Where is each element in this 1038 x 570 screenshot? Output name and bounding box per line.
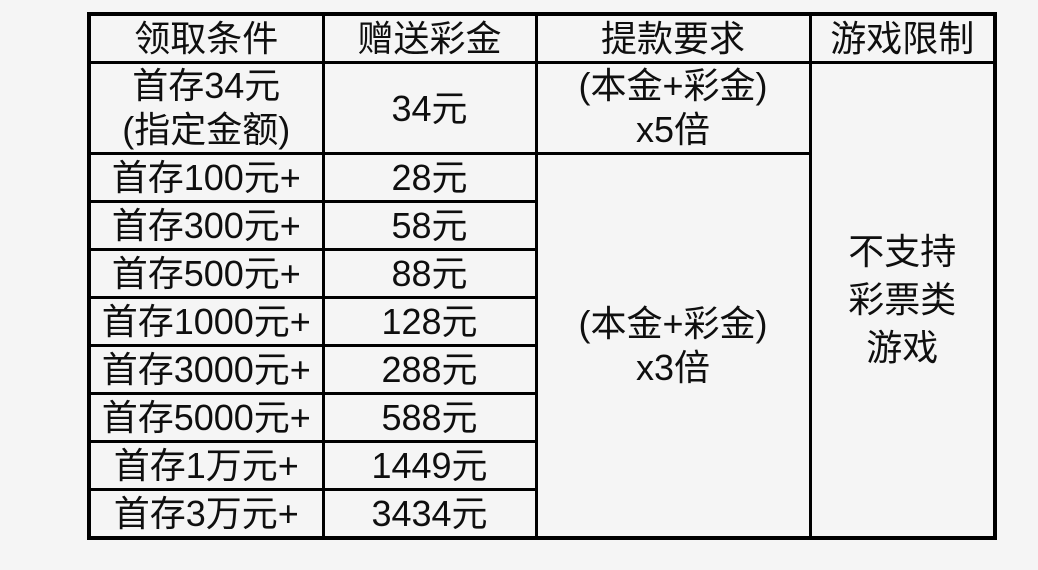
claim-condition-cell: 首存300元+ [87,200,325,251]
restriction-line: 彩票类 [848,279,957,320]
game-restriction-cell: 不支持 彩票类 游戏 [808,61,997,540]
claim-condition-cell: 首存1万元+ [87,440,325,491]
withdrawal-line: x5倍 [635,109,711,150]
table-row: 首存500元+ 88元 [87,248,995,299]
bonus-cell: 588元 [321,392,538,443]
condition-line: (指定金额) [122,109,291,150]
table-row: 首存100元+ 28元 (本金+彩金) x3倍 [87,152,995,540]
withdrawal-line: (本金+彩金) [578,302,768,344]
bonus-cell: 88元 [321,248,538,299]
table-row: 首存34元 (指定金额) 34元 (本金+彩金) x5倍 不支持 彩票类 游戏 [87,61,997,540]
claim-condition-cell: 首存500元+ [87,248,325,299]
bonus-cell: 28元 [321,152,538,203]
claim-condition-cell: 首存100元+ [87,152,325,203]
table-row: 首存1万元+ 1449元 [87,440,995,491]
claim-condition-cell: 首存34元 (指定金额) [87,61,325,155]
header-bonus: 赠送彩金 [321,12,538,64]
condition-line: 首存34元 [132,65,281,106]
table-row: 首存300元+ 58元 [87,200,995,251]
header-claim-condition: 领取条件 [87,12,325,64]
withdrawal-line: x3倍 [635,346,711,388]
bonus-cell: 34元 [321,61,538,155]
restriction-line: 不支持 [848,231,957,272]
bonus-cell: 58元 [321,200,538,251]
claim-condition-cell: 首存3000元+ [87,344,325,395]
withdrawal-requirement-x3-cell: (本金+彩金) x3倍 [534,152,812,540]
bonus-cell: 3434元 [321,488,538,540]
header-row: 领取条件 赠送彩金 提款要求 游戏限制 [87,12,997,64]
bonus-cell: 288元 [321,344,538,395]
restriction-line: 游戏 [866,327,939,368]
claim-condition-cell: 首存3万元+ [87,488,325,540]
bonus-cell: 1449元 [321,440,538,491]
claim-condition-cell: 首存5000元+ [87,392,325,443]
withdrawal-requirement-x5-cell: (本金+彩金) x5倍 [534,61,812,155]
table-row: 首存5000元+ 588元 [87,392,995,443]
table-row: 首存1000元+ 128元 [87,296,995,347]
bonus-cell: 128元 [321,296,538,347]
claim-condition-cell: 首存1000元+ [87,296,325,347]
table-row: 首存3000元+ 288元 [87,344,995,395]
deposit-bonus-table: 领取条件 赠送彩金 提款要求 游戏限制 首存34元 (指定金额) 34元 (本金… [87,12,997,540]
withdrawal-line: (本金+彩金) [578,65,768,106]
header-withdrawal-requirement: 提款要求 [534,12,812,64]
table-row: 首存3万元+ 3434元 [87,488,995,540]
header-game-restriction: 游戏限制 [808,12,997,64]
